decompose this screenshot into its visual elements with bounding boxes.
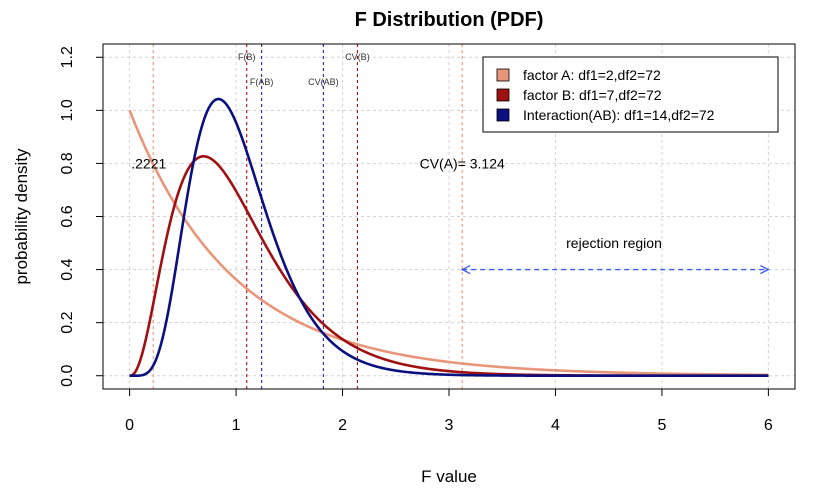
y-tick-label: 1.2 — [59, 46, 76, 68]
x-tick-label: 2 — [338, 417, 347, 434]
annotation-rejection-region: rejection region — [566, 235, 662, 251]
y-tick-label: 0.8 — [59, 152, 76, 174]
series-line-2 — [129, 97, 769, 378]
legend-label-2: Interaction(AB): df1=14,df2=72 — [523, 107, 715, 123]
legend-swatch-2 — [496, 108, 510, 122]
label-cv-ab: CV(AB) — [308, 77, 339, 87]
label-f-ab: F(AB) — [250, 77, 274, 87]
y-tick-label: 0.4 — [59, 258, 76, 280]
x-tick-label: 1 — [232, 417, 241, 434]
x-tick-label: 3 — [445, 417, 454, 434]
legend-label-0: factor A: df1=2,df2=72 — [523, 67, 661, 83]
legend-box — [482, 56, 779, 133]
y-tick-label: 0.6 — [59, 205, 76, 227]
y-tick-label: 1.0 — [59, 99, 76, 121]
legend-swatch-0 — [496, 68, 510, 82]
legend-swatch-1 — [496, 88, 510, 102]
label-cv-b: CV(B) — [345, 52, 370, 62]
x-tick-label: 6 — [764, 417, 773, 434]
annotation-cv-a: CV(A)= 3.124 — [420, 155, 505, 171]
label-f-b: F(B) — [238, 52, 256, 62]
chart-title: F Distribution (PDF) — [355, 9, 544, 31]
x-axis-label: F value — [421, 467, 477, 486]
y-tick-label: 0.0 — [59, 365, 76, 387]
rejection-arrow-right-head — [760, 264, 770, 275]
rejection-arrow-left-head — [460, 264, 471, 275]
x-tick-label: 5 — [657, 417, 666, 434]
legend-label-1: factor B: df1=7,df2=72 — [523, 87, 662, 103]
annotation-fa-value: .2221 — [131, 155, 166, 171]
x-tick-label: 0 — [125, 417, 134, 434]
x-tick-label: 4 — [551, 417, 560, 434]
y-axis-label: probability density — [12, 148, 31, 285]
y-tick-label: 0.2 — [59, 311, 76, 333]
series-line-0 — [128, 109, 769, 377]
